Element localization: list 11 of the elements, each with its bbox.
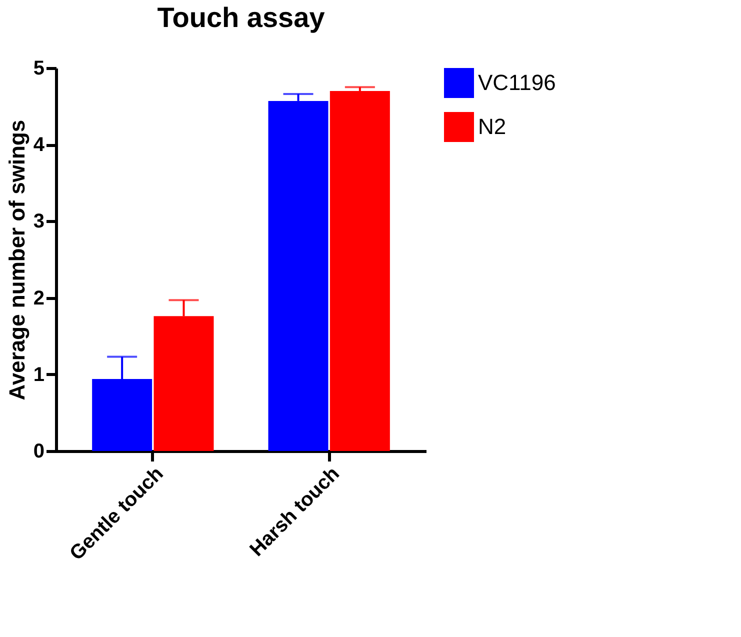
y-tick-label: 4 <box>33 134 46 156</box>
chart-title: Touch assay <box>157 2 326 33</box>
y-tick-label: 1 <box>33 364 44 386</box>
legend-label: N2 <box>478 114 506 139</box>
y-tick-label: 0 <box>33 440 44 462</box>
y-axis-title: Average number of swings <box>4 120 30 400</box>
y-tick-label: 2 <box>33 287 44 310</box>
bar <box>330 90 390 451</box>
legend-label: VC1196 <box>478 70 556 95</box>
y-tick-label: 3 <box>33 210 44 233</box>
y-tick-label: 5 <box>33 58 44 80</box>
